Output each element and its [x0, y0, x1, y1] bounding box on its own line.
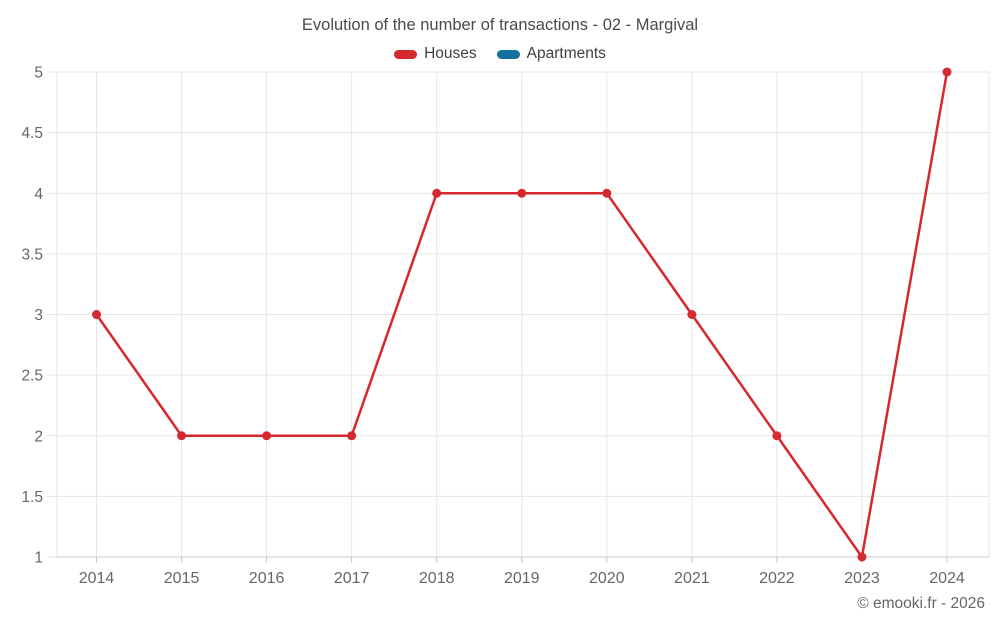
x-axis-label: 2015 — [164, 570, 200, 587]
data-point-marker-houses-2020[interactable] — [602, 188, 612, 198]
x-axis-label: 2018 — [419, 570, 455, 587]
x-axis-label: 2016 — [249, 570, 285, 587]
data-point-marker-houses-2019[interactable] — [517, 188, 527, 198]
data-point-marker-houses-2015[interactable] — [177, 431, 187, 441]
x-axis-label: 2017 — [334, 570, 370, 587]
chart-legend: Houses Apartments — [0, 45, 1000, 63]
data-point-marker-houses-2018[interactable] — [432, 188, 442, 198]
y-axis-label: 2.5 — [21, 368, 43, 385]
legend-label-houses: Houses — [424, 45, 477, 62]
x-axis-label: 2023 — [844, 570, 880, 587]
apartments-series-swatch — [496, 49, 520, 59]
legend-item-houses[interactable]: Houses — [394, 45, 477, 63]
y-axis-label: 4 — [34, 186, 43, 203]
data-point-marker-houses-2021[interactable] — [687, 310, 697, 319]
y-axis-label: 2 — [34, 428, 43, 445]
credits-link[interactable]: © emooki.fr - 2026 — [857, 595, 985, 612]
legend-item-apartments[interactable]: Apartments — [496, 45, 606, 63]
legend-label-apartments: Apartments — [526, 45, 606, 62]
x-axis-label: 2014 — [79, 570, 115, 587]
x-axis-label: 2019 — [504, 570, 540, 587]
data-point-marker-houses-2016[interactable] — [262, 431, 272, 441]
x-axis-label: 2024 — [929, 570, 965, 587]
data-point-marker-houses-2017[interactable] — [347, 431, 357, 441]
data-point-marker-houses-2022[interactable] — [772, 431, 782, 441]
y-axis-label: 4.5 — [21, 125, 43, 142]
y-axis-label: 1 — [34, 550, 43, 567]
x-axis-label: 2022 — [759, 570, 795, 587]
data-point-marker-houses-2014[interactable] — [92, 310, 101, 319]
y-axis-label: 1.5 — [21, 489, 43, 506]
data-point-marker-houses-2024[interactable] — [942, 67, 952, 77]
x-axis-label: 2021 — [674, 570, 710, 587]
x-axis-label: 2020 — [589, 570, 625, 587]
y-axis-label: 3.5 — [21, 246, 43, 263]
chart-title: Evolution of the number of transactions … — [301, 16, 699, 34]
houses-series-swatch — [394, 49, 418, 59]
y-axis-label: 5 — [34, 65, 43, 82]
y-axis-label: 3 — [34, 307, 43, 324]
data-point-marker-houses-2023[interactable] — [857, 552, 867, 562]
